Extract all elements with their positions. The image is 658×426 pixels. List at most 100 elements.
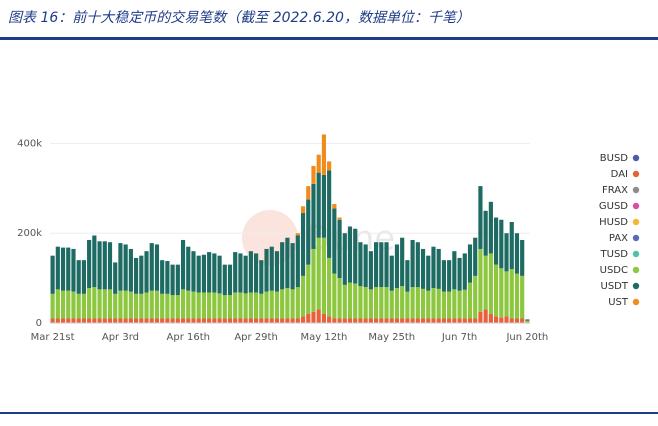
legend-label: DAI [611,169,628,180]
bar-segment [170,318,175,323]
bar-segment [441,318,446,323]
bar-segment [290,289,295,319]
bar-segment [66,247,71,291]
bar-segment [405,260,410,292]
bar-segment [525,319,530,321]
bar-segment [514,233,520,274]
bar-segment [227,295,233,319]
bar-segment [160,260,165,294]
bar-segment [243,318,248,323]
bar-segment [50,293,55,319]
bar-segment [457,290,462,319]
bar-segment [97,318,102,323]
bar-segment [71,318,76,323]
legend-label: UST [608,297,629,308]
bar-segment [154,290,160,319]
bar-segment [504,271,509,317]
bar-segment [285,287,290,319]
bar-segment [509,318,514,323]
bar-segment [379,318,384,323]
bar-segment [180,318,186,323]
bar-segment [170,295,175,319]
bar-segment [405,318,410,323]
bar-segment [212,253,217,293]
bar-segment [311,183,316,249]
bar-segment [327,316,332,323]
bar-segment [118,290,123,319]
bar-segment [269,290,274,319]
bar-segment [321,174,326,238]
bar-segment [71,248,76,292]
bar-segment [87,287,92,319]
bar-segment [285,237,290,288]
x-tick-label: Apr 29th [234,332,277,343]
bar-segment [227,264,233,296]
bar-segment [368,289,373,319]
bar-segment [306,264,311,315]
bar-segment [165,293,170,319]
bar-segment [222,318,227,323]
bar-segment [321,237,326,315]
bar-segment [457,318,462,323]
bar-segment [238,292,243,319]
bar-segment [50,318,55,323]
bar-segment [504,233,509,272]
bar-segment [514,318,520,323]
bar-segment [384,318,389,323]
bar-segment [233,292,238,319]
bar-segment [233,252,238,293]
bar-segment [332,273,337,319]
bar-segment [81,293,86,319]
bar-segment [295,233,300,236]
bar-segment [441,291,446,319]
bar-segment [180,239,186,290]
bar-segment [134,318,139,323]
bar-segment [264,291,269,319]
bar-segment [259,293,264,319]
bar-segment [186,246,191,291]
bar-segment [259,260,264,294]
bar-segment [374,287,379,319]
bar-segment [248,292,253,319]
bar-segment [488,253,493,315]
bar-segment [55,289,60,319]
legend-marker [632,298,640,306]
bar-segment [295,235,300,288]
bar-segment [337,219,342,279]
bar-segment [212,318,217,323]
bar-segment [191,318,196,323]
bar-segment [102,241,107,290]
bar-segment [509,269,514,319]
bar-segment [394,287,400,319]
bar-segment [520,318,525,323]
bar-segment [431,246,436,288]
x-tick-label: May 12th [300,332,347,343]
bar-segment [123,318,128,323]
bar-segment [462,318,467,323]
bar-segment [384,242,389,288]
bar-segment [97,241,102,290]
bar-segment [290,243,295,290]
bar-segment [55,246,60,290]
bar-segment [478,248,483,312]
bar-segment [431,287,436,319]
bar-segment [134,293,139,319]
bar-segment [118,318,123,323]
bar-segment [280,289,285,319]
bar-segment [499,268,504,318]
legend-marker [632,266,640,274]
bar-segment [175,264,180,296]
bar-segment [494,217,499,265]
bar-segment [436,318,441,323]
bar-segment [76,293,81,319]
bar-segment [81,260,86,294]
bar-segment [92,287,97,319]
bar-segment [327,161,332,171]
bar-segment [186,290,191,319]
bar-segment [212,292,217,319]
bar-segment [452,318,457,323]
bar-segment [201,318,206,323]
bar-segment [180,289,186,319]
bar-segment [76,318,81,323]
x-tick-label: Jun 20th [505,332,548,343]
